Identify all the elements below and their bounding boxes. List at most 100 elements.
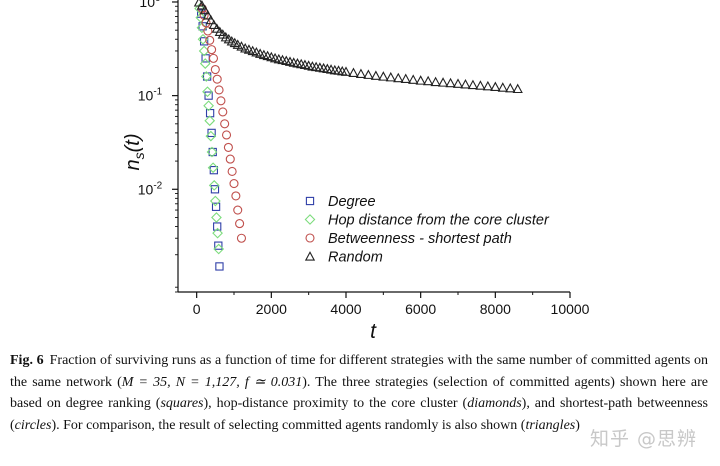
legend-label: Degree [328, 194, 376, 210]
data-point-square [207, 128, 216, 138]
legend-marker-square [305, 196, 315, 206]
data-point-circle [216, 96, 226, 106]
data-point-circle [212, 74, 222, 84]
data-point-triangle [378, 71, 389, 81]
data-point-circle [233, 205, 243, 215]
data-point-triangle [340, 66, 352, 76]
data-point-diamond [208, 180, 220, 191]
data-point-triangle [430, 76, 441, 87]
data-point-diamond [195, 12, 207, 24]
data-point-triangle [196, 0, 208, 10]
data-point-square [205, 109, 215, 118]
x-tick-label: 8000 [480, 301, 511, 317]
data-point-triangle [393, 72, 404, 83]
data-point-triangle [370, 70, 381, 80]
data-point-triangle [400, 73, 411, 84]
data-point-triangle [385, 71, 396, 82]
data-point-diamond [205, 130, 217, 142]
data-point-triangle [445, 77, 456, 88]
data-point-triangle [512, 83, 523, 94]
legend: Degree Hop distance from the core cluster… [304, 194, 550, 266]
series-triangle [193, 0, 523, 94]
data-point-circle [236, 233, 247, 243]
data-point-triangle [460, 78, 471, 89]
data-point-diamond [202, 86, 213, 98]
data-point-triangle [475, 80, 486, 90]
x-axis-label: t [370, 320, 377, 343]
legend-label: Random [328, 250, 383, 266]
series-diamond [194, 3, 225, 255]
data-point-triangle [208, 19, 219, 29]
y-axis: 100 10-1 10-2 [138, 0, 178, 293]
data-point-triangle [199, 4, 211, 15]
watermark: 知乎 @思辨 [590, 428, 698, 450]
data-point-square [204, 91, 213, 100]
data-point-circle [235, 219, 245, 229]
data-point-circle [220, 119, 230, 129]
data-point-diamond [207, 162, 219, 174]
data-point-triangle [423, 75, 434, 86]
data-point-square [211, 202, 221, 211]
data-point-triangle [490, 81, 501, 92]
legend-marker-diamond [304, 214, 316, 225]
series-layer [193, 0, 523, 271]
legend-marker-triangle [304, 251, 316, 261]
data-point-circle [231, 191, 241, 201]
y-axis-label: ns(t) [122, 133, 147, 170]
data-point-diamond [200, 71, 212, 82]
data-point-circle [221, 130, 232, 140]
x-tick-label: 6000 [405, 301, 436, 317]
data-point-diamond [199, 58, 211, 69]
svg-text:ns(t): ns(t) [122, 133, 147, 170]
caption-math: M = 35, N = 1,127, f ≃ 0.031 [121, 374, 303, 390]
x-tick-label: 4000 [330, 301, 361, 317]
y-tick-label: 10-1 [138, 87, 163, 104]
data-point-circle [229, 179, 239, 189]
data-point-circle [218, 107, 228, 117]
legend-marker-circle [305, 233, 315, 243]
data-point-diamond [209, 195, 221, 207]
data-point-circle [210, 64, 220, 75]
figure-label: Fig. 6 [10, 353, 44, 368]
x-tick-label: 10000 [551, 301, 590, 317]
data-point-triangle [415, 75, 426, 85]
y-tick-label: 100 [139, 0, 161, 10]
data-point-diamond [206, 146, 218, 158]
data-point-triangle [408, 74, 419, 84]
figure-caption: Fig. 6 Fraction of surviving runs as a fu… [10, 353, 708, 433]
x-axis: 0 2000 4000 6000 8000 10000 [193, 292, 590, 317]
data-point-circle [227, 166, 237, 177]
data-point-square [215, 262, 224, 271]
data-point-diamond [211, 212, 222, 223]
y-tick-label: 10-2 [138, 180, 163, 197]
data-point-triangle [497, 82, 508, 92]
x-tick-label: 2000 [256, 301, 287, 317]
data-point-triangle [202, 9, 213, 20]
data-point-circle [208, 53, 219, 63]
legend-label: Betweenness - shortest path [328, 231, 512, 247]
data-point-triangle [467, 79, 479, 90]
data-point-triangle [482, 80, 493, 91]
legend-label: Hop distance from the core cluster [328, 213, 550, 229]
data-point-diamond [213, 243, 225, 255]
data-point-circle [214, 85, 224, 95]
data-point-circle [203, 26, 213, 36]
data-point-diamond [212, 227, 223, 239]
data-point-square [214, 241, 223, 250]
data-point-triangle [348, 67, 359, 78]
data-point-triangle [505, 82, 516, 93]
data-point-circle [207, 45, 217, 55]
chart: 0 2000 4000 6000 8000 10000 100 10-1 10-2 Degre… [122, 0, 590, 343]
data-point-circle [205, 35, 215, 45]
data-point-circle [225, 154, 235, 164]
data-point-triangle [452, 78, 464, 88]
data-point-diamond [203, 100, 214, 112]
series-circle [197, 4, 247, 243]
data-point-diamond [204, 115, 216, 127]
data-point-square [210, 185, 220, 194]
data-point-square [213, 222, 222, 231]
data-point-triangle [437, 77, 449, 87]
data-point-circle [223, 142, 233, 152]
data-point-triangle [363, 69, 374, 79]
data-point-triangle [205, 14, 216, 25]
